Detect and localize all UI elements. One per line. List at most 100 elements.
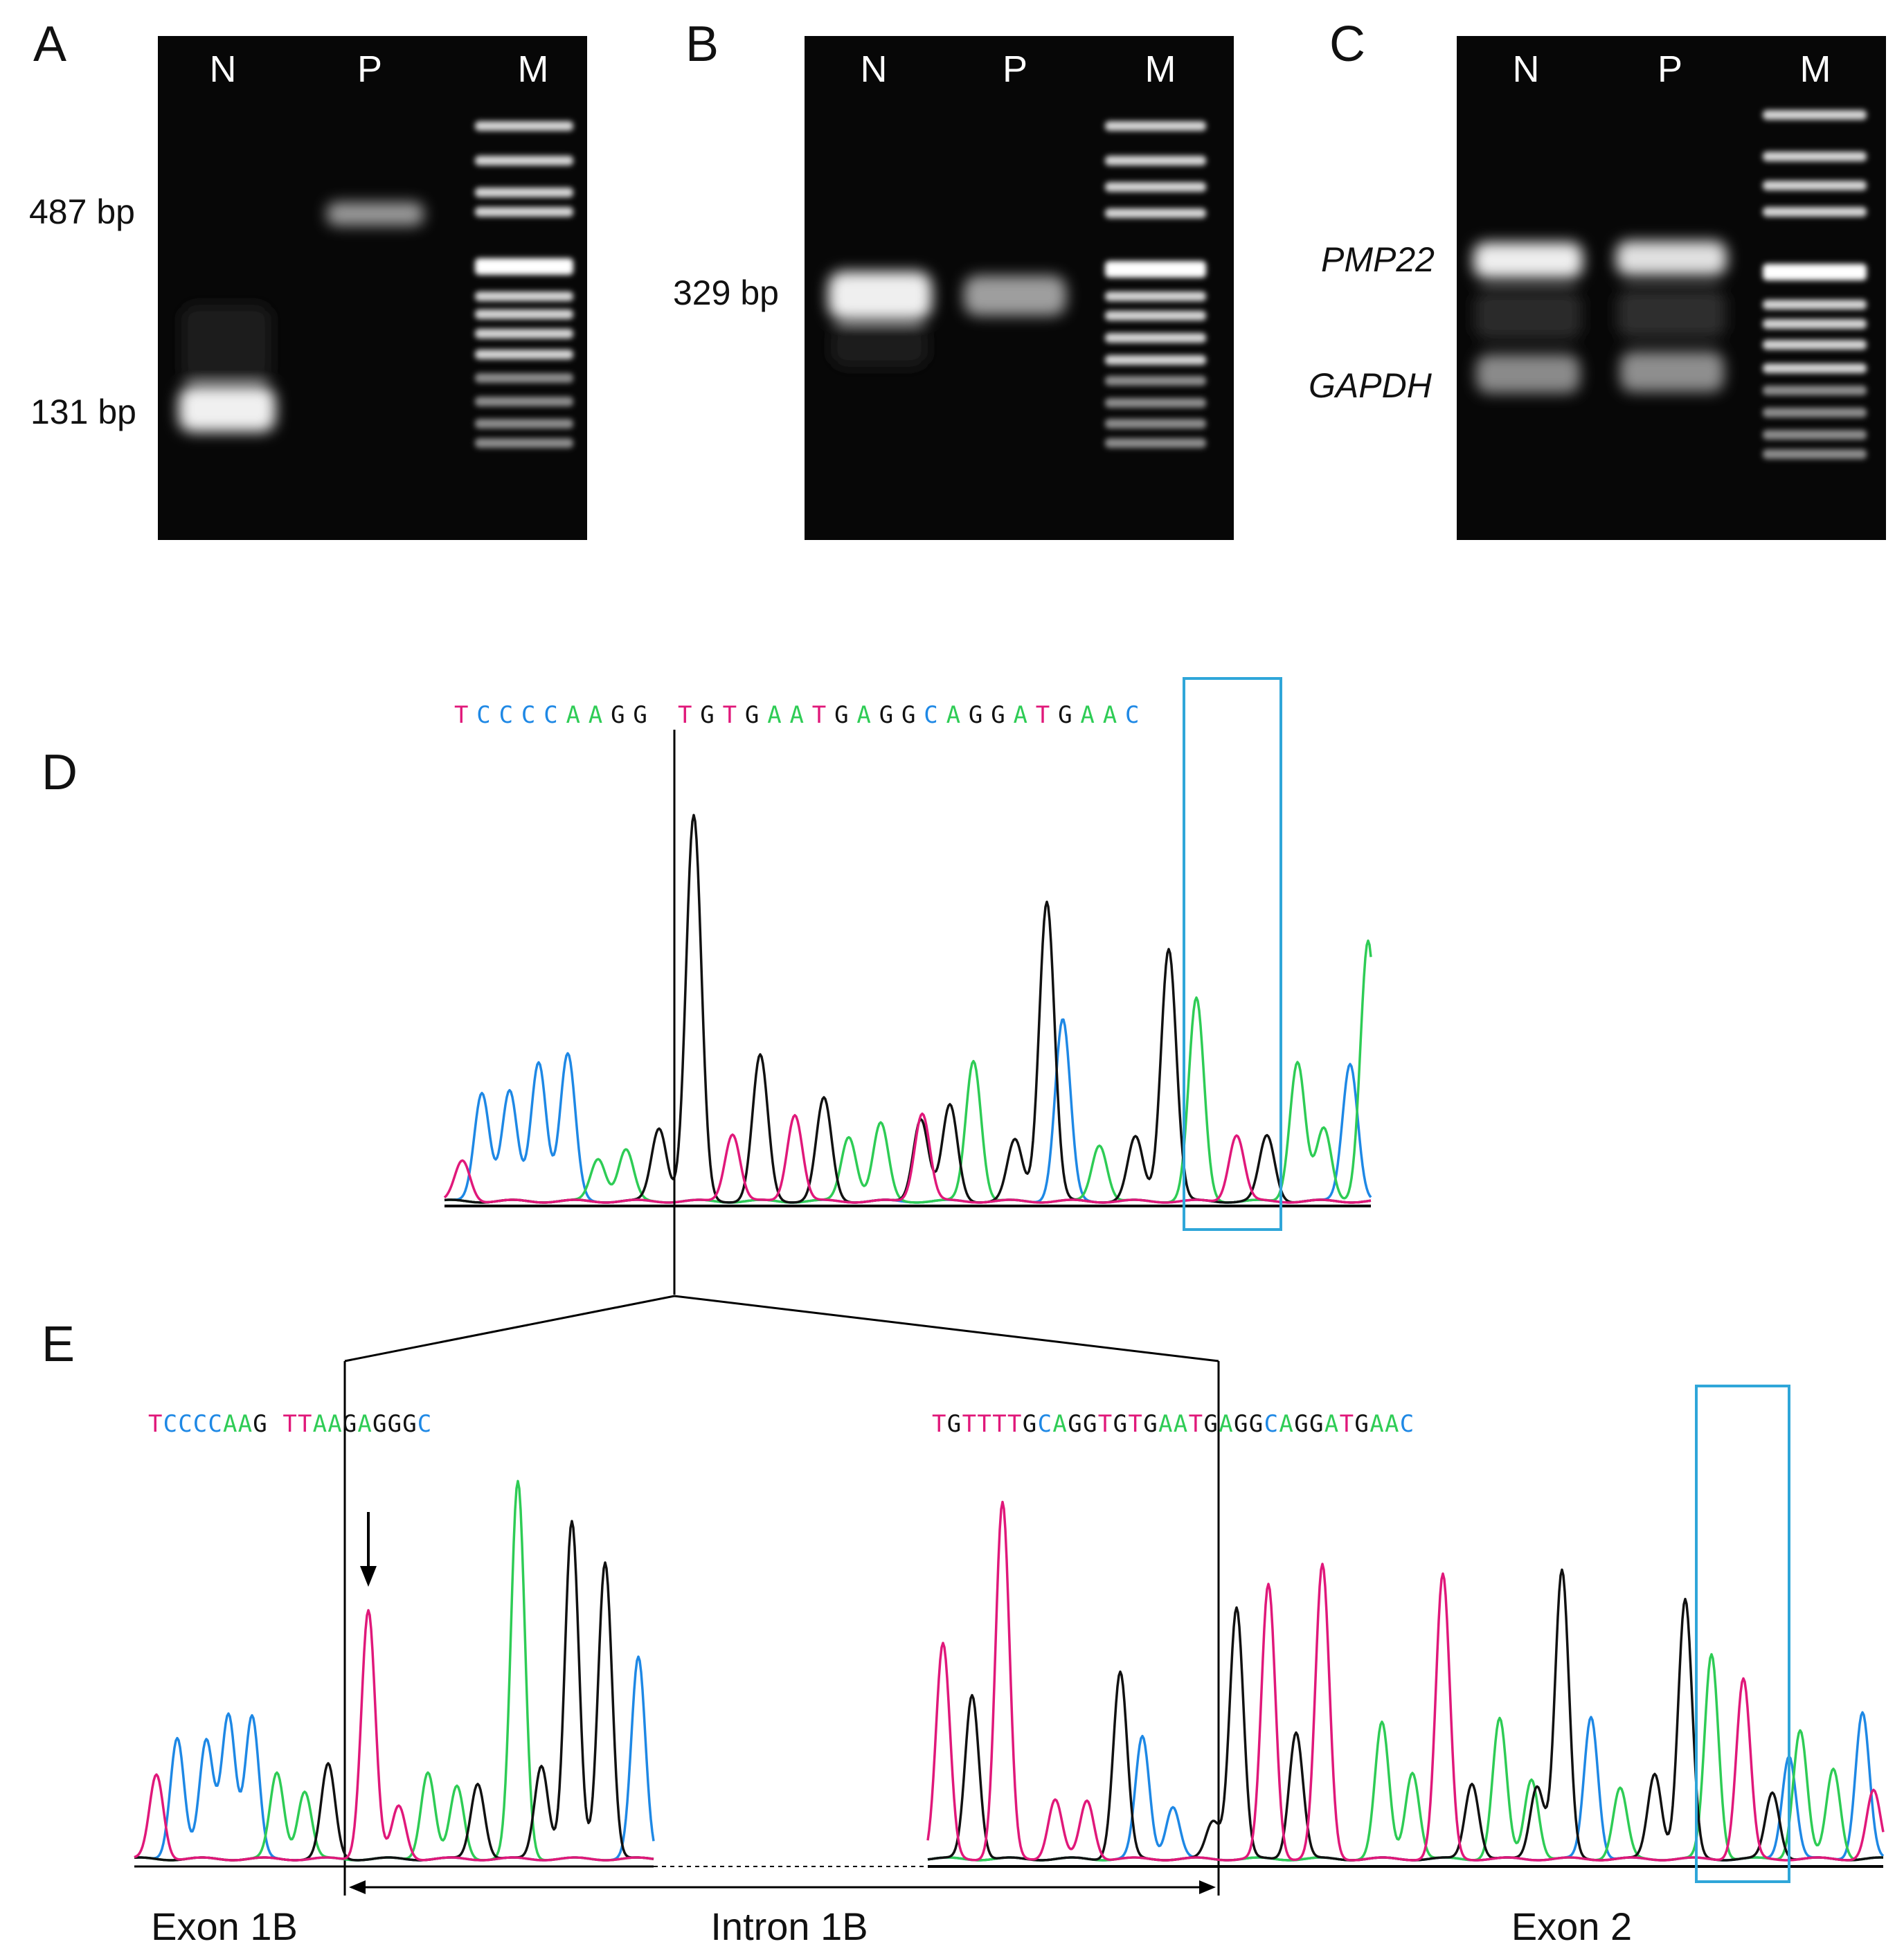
chromatogram-traces-d <box>443 813 1372 1204</box>
sequence-base: T <box>977 1410 991 1438</box>
chromatogram-panel-e: E TCCCCAAG TTAAGAGGGC TGTTTTGCAGGTGTGAATG… <box>42 1295 1885 1948</box>
ladder-band <box>1105 333 1206 343</box>
sequence-base: G <box>1309 1410 1323 1438</box>
sequence-base: A <box>1219 1410 1232 1438</box>
gel-smear <box>831 325 928 367</box>
ladder-band <box>475 438 573 448</box>
lane-label-p: P <box>1658 48 1682 90</box>
ladder-band <box>1105 208 1206 218</box>
sequence-base: A <box>1014 701 1027 729</box>
sequence-base: C <box>1125 701 1139 729</box>
sequence-base: G <box>633 701 647 729</box>
sequence-base: A <box>856 701 870 729</box>
sequence-base: G <box>947 1410 961 1438</box>
ladder-lane-a <box>475 121 573 448</box>
panel-label-e: E <box>42 1317 75 1372</box>
sequence-base: A <box>357 1410 371 1438</box>
ladder-band <box>1763 408 1867 417</box>
ladder-band <box>1105 182 1206 192</box>
ladder-band <box>1105 121 1206 131</box>
sequence-base: A <box>1158 1410 1172 1438</box>
ladder-band <box>1763 430 1867 440</box>
sequence-base: T <box>1036 701 1050 729</box>
sequence-base: G <box>969 701 982 729</box>
sequence-base: T <box>932 1410 946 1438</box>
ladder-band <box>1763 340 1867 350</box>
trace <box>134 1479 654 1862</box>
gel-band-gapdh-p <box>1620 352 1724 392</box>
sequence-base: C <box>178 1410 192 1438</box>
sequence-base: A <box>790 701 804 729</box>
sequence-base: C <box>924 701 937 729</box>
ladder-band <box>1763 386 1867 395</box>
sequence-base: A <box>1324 1410 1338 1438</box>
lane-label-m: M <box>1145 48 1176 90</box>
trace <box>926 1500 1885 1862</box>
gel-image-a <box>158 36 587 540</box>
start-codon-box <box>1183 677 1282 1231</box>
ladder-band <box>475 188 573 197</box>
trace <box>444 939 1372 1204</box>
ladder-band <box>1763 264 1867 280</box>
sequence-base: G <box>402 1410 416 1438</box>
sequence-base: G <box>1113 1410 1127 1438</box>
trace <box>927 1711 1885 1862</box>
sequence-base: T <box>678 701 692 729</box>
sequence-e-right: TGTTTTGCAGGTGTGAATGAGGCAGGATGAAC <box>932 1410 1414 1438</box>
gel-band-329bp-n <box>828 271 932 320</box>
ladder-band <box>1763 152 1867 161</box>
ladder-band <box>1105 398 1206 408</box>
sequence-base: G <box>611 701 625 729</box>
ladder-band <box>1763 449 1867 459</box>
gel-band-131bp <box>179 386 276 432</box>
sequence-base: T <box>282 1410 296 1438</box>
gel-band-329bp-p <box>964 276 1066 316</box>
sequence-base: G <box>879 701 893 729</box>
gene-label-gapdh: GAPDH <box>1309 366 1433 405</box>
sequence-base: A <box>1279 1410 1293 1438</box>
ladder-band <box>1763 207 1867 217</box>
sequence-e-left: TCCCCAAG TTAAGAGGGC <box>148 1410 431 1438</box>
ladder-band <box>1105 311 1206 321</box>
sequence-base: C <box>1400 1410 1414 1438</box>
ladder-band <box>1105 438 1206 448</box>
gel-panel-c: C N P M PMP22 GAPDH <box>1309 17 1886 540</box>
region-label-exon-1b: Exon 1B <box>151 1905 298 1948</box>
sequence-base: A <box>1174 1410 1187 1438</box>
sequence-base: C <box>163 1410 177 1438</box>
ladder-band <box>1763 319 1867 329</box>
size-label-131bp: 131 bp <box>30 393 136 431</box>
ladder-band <box>475 329 573 339</box>
sequence-base: T <box>1098 1410 1112 1438</box>
sequence-base: A <box>566 701 580 729</box>
sequence-base: A <box>946 701 960 729</box>
gel-band-gapdh-n <box>1476 354 1580 393</box>
sequence-base: A <box>589 701 602 729</box>
sequence-base: C <box>476 701 490 729</box>
gel-panel-a: A N P M 487 bp 131 bp <box>29 17 587 540</box>
sequence-base: A <box>1080 701 1094 729</box>
ladder-lane-b <box>1105 121 1206 448</box>
lane-label-n: N <box>861 48 888 90</box>
sequence-base: A <box>327 1410 341 1438</box>
sequence-base: C <box>499 701 513 729</box>
panel-label-c: C <box>1329 17 1365 72</box>
region-label-intron-1b: Intron 1B <box>710 1905 868 1948</box>
trace <box>444 1018 1372 1204</box>
lane-label-p: P <box>1003 48 1027 90</box>
sequence-base: A <box>1369 1410 1383 1438</box>
sequence-base: G <box>253 1410 267 1438</box>
sequence-base: T <box>962 1410 976 1438</box>
sequence-base: C <box>417 1410 431 1438</box>
ladder-band <box>1105 261 1206 278</box>
sequence-base: C <box>521 701 535 729</box>
ladder-band <box>475 373 573 383</box>
sequence-base: G <box>343 1410 357 1438</box>
gel-band-487bp <box>327 202 424 226</box>
sequence-base: T <box>1189 1410 1203 1438</box>
sequence-base: G <box>388 1410 402 1438</box>
sequence-base: G <box>745 701 759 729</box>
ladder-band <box>1105 355 1206 365</box>
